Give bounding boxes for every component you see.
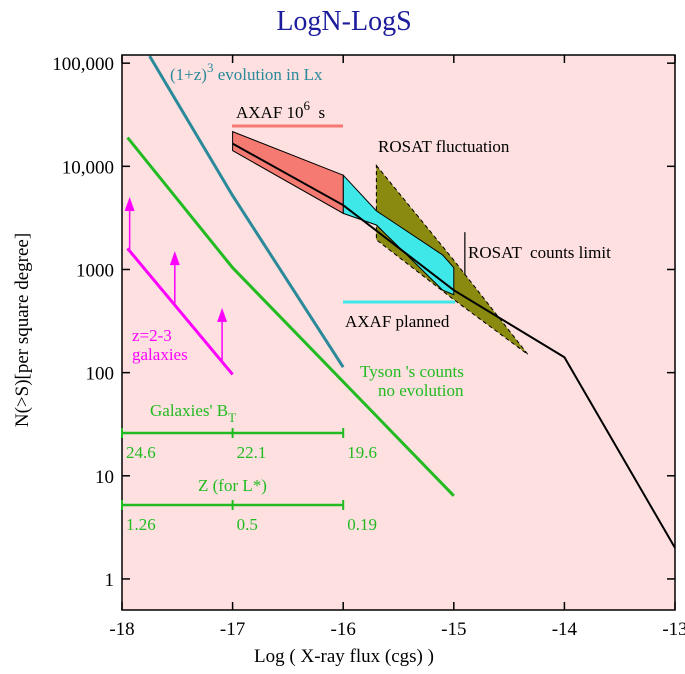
x-tick-label: -13 — [662, 619, 685, 640]
annotation: ROSAT counts limit — [468, 243, 611, 262]
annotation: (1+z)3 evolution in Lx — [170, 60, 323, 84]
y-tick-label: 10 — [95, 467, 114, 488]
scale-title-part: T — [228, 410, 236, 425]
band — [342, 173, 455, 296]
annotation-part: AXAF 10 — [236, 103, 304, 122]
arrow-head — [124, 196, 135, 211]
y-axis-label: N(>S)[per square degree] — [12, 233, 33, 427]
x-axis-label: Log ( X-ray flux (cgs) ) — [254, 646, 434, 667]
scale-tick-label: 24.6 — [126, 443, 156, 462]
scale-title-part: Z (for L*) — [198, 476, 267, 495]
y-tick-label: 100 — [86, 364, 115, 385]
scale-tick-label: 0.19 — [347, 515, 377, 534]
annotation-part: galaxies — [132, 345, 188, 364]
y-tick-label: 10,000 — [62, 157, 114, 178]
annotation-part: 6 — [304, 98, 311, 113]
scale-title: Z (for L*) — [198, 476, 267, 495]
y-tick-label: 1 — [105, 570, 115, 591]
scale-tick-label: 22.1 — [237, 443, 267, 462]
annotation-part: AXAF planned — [345, 312, 450, 331]
x-tick-label: -14 — [552, 619, 578, 640]
x-tick-label: -18 — [109, 619, 134, 640]
series-line — [126, 247, 234, 376]
band — [375, 164, 529, 355]
annotation-part: ROSAT fluctuation — [378, 137, 510, 156]
annotation: Tyson 's counts — [360, 362, 464, 381]
series-line — [148, 55, 345, 368]
series-line — [232, 142, 675, 549]
x-tick-label: -17 — [220, 619, 245, 640]
plot-layer — [126, 55, 675, 549]
annotation-part: z=2-3 — [132, 326, 172, 345]
scale-tick-label: 19.6 — [347, 443, 377, 462]
x-tick-label: -16 — [331, 619, 356, 640]
annotation: galaxies — [132, 345, 188, 364]
arrow-head — [169, 251, 180, 266]
scale-title-part: Galaxies' B — [150, 401, 228, 420]
annotation-part: s — [310, 103, 325, 122]
annotation: no evolution — [378, 381, 464, 400]
y-tick-label: 1000 — [76, 260, 114, 281]
scale-tick-label: 1.26 — [126, 515, 156, 534]
y-tick-label: 100,000 — [52, 54, 114, 75]
annotation-part: 3 — [207, 60, 214, 75]
annotation-part: no evolution — [378, 381, 464, 400]
series-line — [126, 136, 455, 497]
x-tick-label: -15 — [441, 619, 466, 640]
annotation-part: evolution in Lx — [213, 65, 323, 84]
plot-frame — [121, 54, 676, 611]
annotation-part: ROSAT counts limit — [468, 243, 611, 262]
annotation: z=2-3 — [132, 326, 172, 345]
scale-tick-label: 0.5 — [237, 515, 258, 534]
annotation-part: (1+z) — [170, 65, 207, 84]
annotation: ROSAT fluctuation — [378, 137, 510, 156]
scale-title: Galaxies' BT — [150, 401, 236, 425]
arrow-head — [217, 307, 228, 322]
plot-area — [122, 55, 675, 610]
annotation: AXAF 106 s — [236, 98, 325, 122]
annotation: AXAF planned — [345, 312, 450, 331]
annotation-part: Tyson 's counts — [360, 362, 464, 381]
chart-title: LogN-LogS — [276, 6, 411, 37]
